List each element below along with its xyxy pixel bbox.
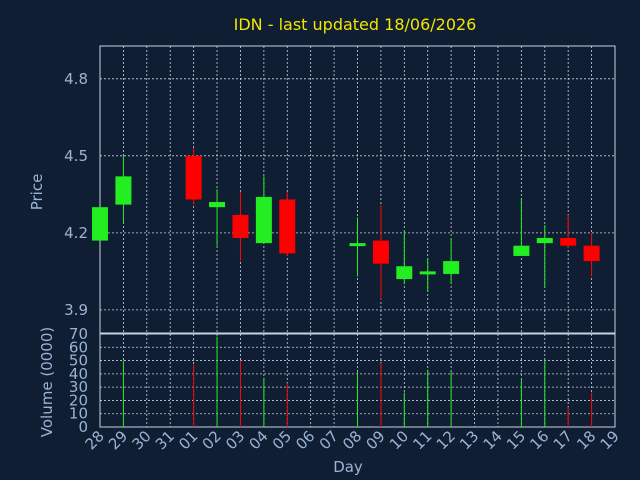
- candle-body: [209, 202, 226, 208]
- volume-tick-label: 0: [78, 418, 88, 436]
- day-tick-label: 06: [292, 427, 318, 453]
- volume-tick-label: 50: [69, 352, 88, 370]
- day-tick-label: 12: [433, 427, 459, 453]
- volume-tick-label: 60: [69, 338, 88, 356]
- day-axis-label: Day: [333, 458, 363, 476]
- day-tick-label: 02: [199, 427, 225, 453]
- candle-body: [115, 176, 132, 205]
- candle-body: [232, 214, 249, 238]
- volume-tick-label: 40: [69, 365, 88, 383]
- candle-body: [255, 196, 272, 244]
- volume-tick-label: 10: [69, 405, 88, 423]
- candle-body: [92, 207, 108, 241]
- day-tick-label: 16: [526, 427, 552, 453]
- price-frame: [99, 45, 616, 334]
- day-tick-label: 09: [363, 427, 389, 453]
- day-tick-label: 13: [456, 427, 482, 453]
- price-tick-label: 4.5: [64, 147, 88, 165]
- price-tick-label: 4.2: [64, 224, 88, 242]
- price-tick-label: 3.9: [64, 301, 88, 319]
- volume-axis-label: Volume (0000): [38, 327, 56, 437]
- day-tick-label: 08: [339, 427, 365, 453]
- price-tick-label: 4.8: [64, 70, 88, 88]
- candle-body: [419, 271, 436, 275]
- day-tick-label: 29: [105, 427, 131, 453]
- chart-title: IDN - last updated 18/06/2026: [234, 15, 477, 34]
- volume-tick-label: 30: [69, 378, 88, 396]
- day-tick-label: 11: [409, 427, 435, 453]
- day-tick-label: 10: [386, 427, 412, 453]
- candle-body: [185, 155, 202, 200]
- day-tick-label: 15: [503, 427, 529, 453]
- day-tick-label: 14: [480, 427, 506, 453]
- price-panel: 3.9 4.2 4.5 4.8: [64, 45, 616, 334]
- candle-body: [513, 245, 530, 256]
- day-tick-label: 01: [175, 427, 201, 453]
- day-tick-label: 19: [597, 427, 623, 453]
- candle-body: [583, 245, 600, 262]
- volume-tick-label: 20: [69, 391, 88, 409]
- candle-body: [279, 199, 296, 254]
- day-tick-label: 18: [573, 427, 599, 453]
- candle-body: [349, 243, 366, 247]
- day-tick-label: 17: [550, 427, 576, 453]
- price-axis-label: Price: [28, 174, 46, 211]
- day-tick-label: 30: [128, 427, 154, 453]
- candle-body: [443, 261, 460, 274]
- x-axis: 2829303101020304050607080910111213141516…: [82, 427, 623, 453]
- day-tick-label: 05: [269, 427, 295, 453]
- candle-body: [396, 266, 413, 280]
- volume-tick-label: 70: [69, 325, 88, 343]
- day-tick-label: 07: [316, 427, 342, 453]
- candle-body: [560, 237, 577, 246]
- day-tick-label: 04: [245, 427, 271, 453]
- day-tick-label: 31: [152, 427, 178, 453]
- candle-body: [536, 237, 553, 244]
- candle-body: [372, 240, 389, 264]
- day-tick-label: 03: [222, 427, 248, 453]
